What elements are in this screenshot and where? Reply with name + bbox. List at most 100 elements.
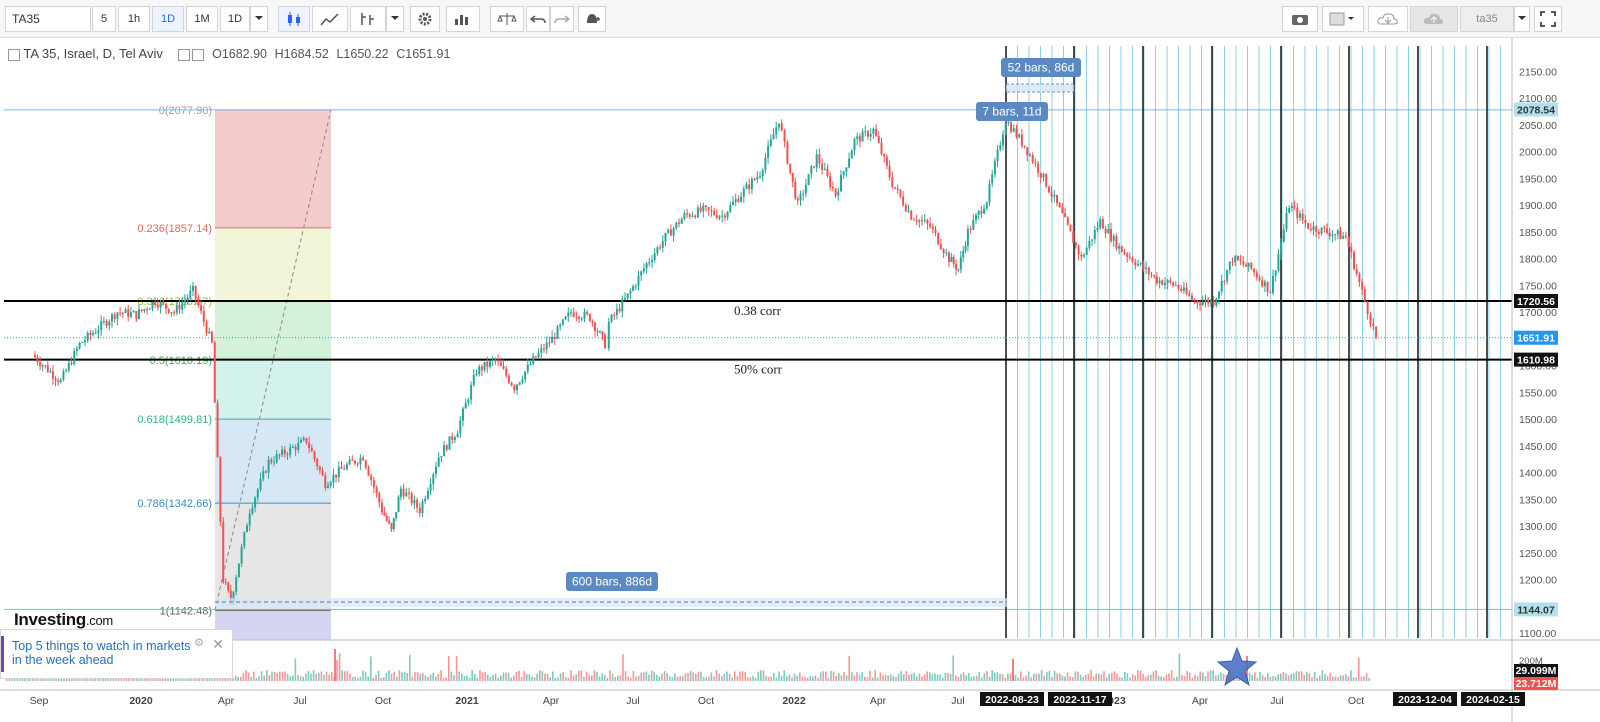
candle-body: [421, 501, 424, 514]
y-tick-label: 1200.00: [1519, 575, 1557, 587]
volume-bar: [468, 677, 471, 681]
candle-body: [343, 468, 346, 470]
candle-body: [626, 293, 629, 299]
chevron-down-icon[interactable]: [386, 6, 404, 32]
candle-body: [1361, 282, 1364, 290]
price-chart[interactable]: 0(2077.90)0.236(1857.14)0.382(1720.57)0.…: [0, 38, 1600, 722]
measure-badge[interactable]: [976, 102, 1048, 121]
volume-bar: [372, 677, 375, 681]
line-chart-icon[interactable]: [312, 6, 348, 32]
candle-body: [915, 220, 918, 222]
horizontal-lines[interactable]: 0.38 corr 50% corr: [4, 300, 1512, 377]
fullscreen-icon[interactable]: [1534, 6, 1562, 32]
candle-body: [54, 378, 57, 381]
candle-body: [51, 371, 54, 379]
volume-bar: [1137, 670, 1139, 681]
volume-bar: [401, 672, 403, 681]
volume-bar: [354, 676, 356, 681]
candles-icon[interactable]: [278, 6, 310, 32]
cloud-upload-icon[interactable]: [1410, 6, 1458, 32]
volume-bar: [962, 672, 965, 681]
candle-body: [1274, 270, 1277, 276]
user-layout-select[interactable]: ta35: [1460, 6, 1514, 32]
indicators-icon[interactable]: [350, 6, 386, 32]
candle-body: [767, 145, 770, 158]
gear-icon[interactable]: [410, 6, 440, 32]
camera-icon[interactable]: [1282, 6, 1318, 32]
settings-icon[interactable]: [192, 48, 205, 61]
collapse-icon[interactable]: [8, 48, 20, 61]
candle-body: [84, 340, 86, 343]
candle-body: [1293, 206, 1296, 208]
candle-body: [183, 300, 186, 303]
volume-bar: [604, 674, 606, 681]
volume-bar: [325, 671, 328, 681]
volume-bar: [567, 677, 570, 681]
volume-bar: [271, 671, 273, 681]
interval-5-button[interactable]: 5: [92, 6, 116, 32]
price-tag: [1514, 102, 1558, 117]
volume-bar: [1202, 672, 1204, 681]
x-tick-label: Jul: [626, 695, 639, 707]
volume-bar: [440, 670, 442, 681]
volume-bar: [799, 672, 801, 681]
volume-bar: [942, 677, 944, 681]
candle-body: [686, 213, 689, 215]
eye-icon[interactable]: [178, 48, 191, 61]
gear-icon[interactable]: ⚙: [194, 637, 204, 649]
measure-badge[interactable]: [1001, 58, 1081, 77]
close-icon[interactable]: ✕: [212, 636, 224, 652]
candle-body: [1131, 257, 1134, 262]
candle-body: [1064, 213, 1067, 218]
volume-bar: [643, 672, 645, 681]
candle-body: [1334, 234, 1337, 236]
volume-bar: [531, 676, 533, 681]
layout-icon[interactable]: [1322, 6, 1364, 32]
volume-bar: [1103, 671, 1105, 681]
volume-bar: [367, 676, 369, 681]
interval-1h-button[interactable]: 1h: [118, 6, 150, 32]
volume-bar: [141, 677, 143, 681]
y-tick-label: 1900.00: [1519, 200, 1557, 212]
chevron-down-icon[interactable]: [1514, 6, 1530, 32]
candle-body: [962, 250, 965, 258]
interval-1m-button[interactable]: 1M: [186, 6, 218, 32]
volume-bar: [1254, 672, 1256, 681]
interval-dropdown[interactable]: 1D: [220, 6, 250, 32]
volume-bar: [1155, 670, 1157, 681]
volume-bar: [214, 677, 216, 681]
studies-icon[interactable]: [446, 6, 480, 32]
measure-badge[interactable]: [566, 572, 658, 591]
volume-bar: [996, 672, 999, 681]
compare-icon[interactable]: [490, 6, 524, 32]
volume-bar: [981, 677, 983, 681]
redo-icon[interactable]: [550, 6, 574, 32]
interval-1d-button[interactable]: 1D: [152, 6, 184, 32]
y-tick-label: 1850.00: [1519, 227, 1557, 239]
fibonacci-retracement[interactable]: 0(2077.90)0.236(1857.14)0.382(1720.57)0.…: [4, 105, 1512, 641]
candle-body: [875, 128, 878, 137]
candle-body: [1375, 326, 1378, 338]
volume-bar: [1261, 675, 1264, 681]
cloud-download-icon[interactable]: [1368, 6, 1408, 32]
fib-time-zones: [1005, 46, 1501, 638]
candle-body: [1002, 134, 1004, 146]
chevron-down-icon[interactable]: [250, 6, 268, 32]
volume-bar: [710, 672, 713, 681]
star-icon[interactable]: [1216, 646, 1258, 687]
volume-bar: [1313, 671, 1316, 681]
volume-bar: [1259, 671, 1261, 681]
candle-body: [756, 176, 759, 180]
volume-bar: [611, 673, 614, 681]
volume-bar: [617, 675, 619, 681]
candle-body: [1110, 229, 1112, 241]
undo-icon[interactable]: [526, 6, 550, 32]
symbol-input[interactable]: TA35: [5, 6, 91, 32]
candle-body: [929, 223, 932, 227]
measurement-tools[interactable]: 600 bars, 886d 52 bars, 86d 7 bars, 11d: [215, 58, 1081, 607]
news-popup[interactable]: Top 5 things to watch in markets in the …: [0, 629, 233, 679]
news-link[interactable]: Top 5 things to watch in markets in the …: [12, 639, 191, 667]
alert-bell-icon[interactable]: [578, 6, 606, 32]
candle-body: [732, 202, 734, 206]
candle-body: [375, 487, 378, 494]
